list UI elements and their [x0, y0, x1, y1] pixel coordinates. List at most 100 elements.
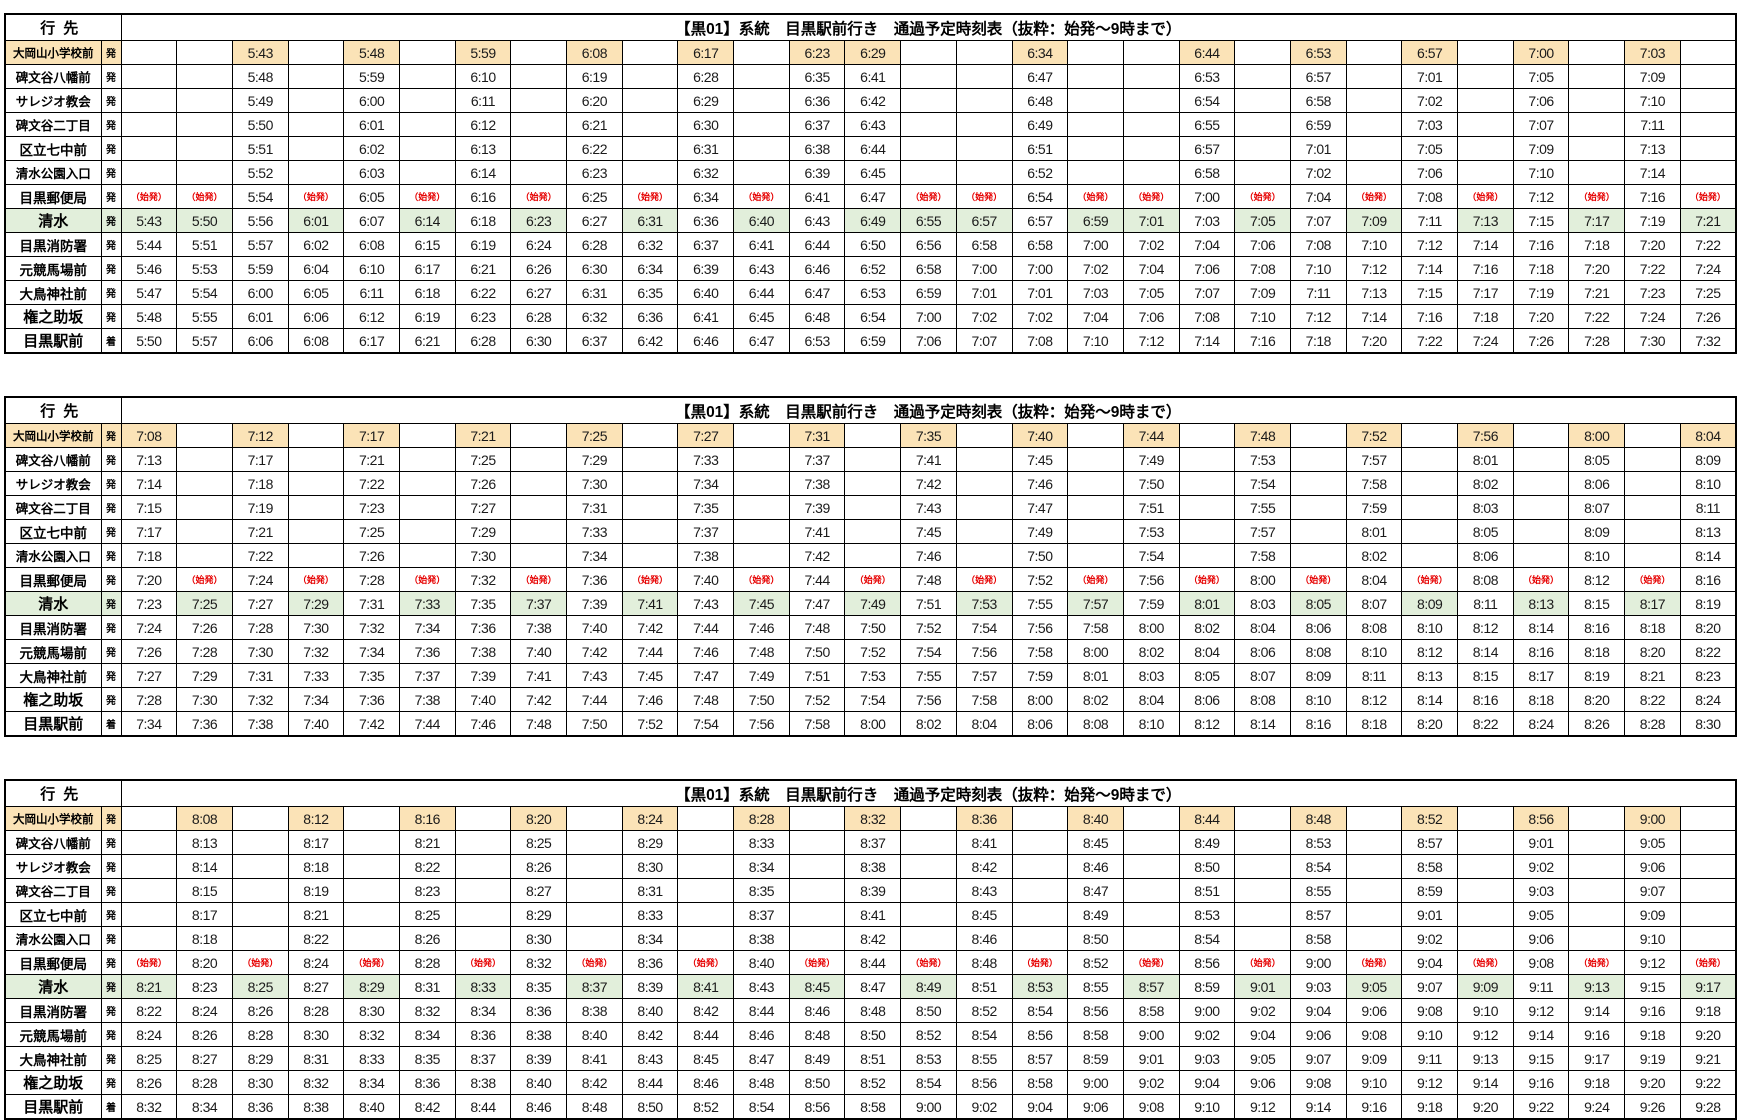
time-cell: 8:21	[120, 974, 178, 999]
stop-name: 目黒郵便局	[4, 184, 102, 209]
empty-cell	[120, 806, 178, 831]
stop-name: 大岡山小学校前	[4, 423, 102, 448]
time-cell: 8:07	[1345, 591, 1403, 616]
empty-cell	[1122, 112, 1180, 137]
stop-row: サレジオ教会発 5:49 6:00 6:11 6:20 6:29 6:36 6:42 6:48 6…	[4, 88, 1737, 113]
time-cell: 8:19	[287, 878, 345, 903]
shihatsu-cell: （始発）	[398, 567, 456, 592]
empty-cell	[733, 423, 790, 448]
time-cell: 6:37	[788, 112, 846, 137]
time-cell: 9:14	[1512, 1022, 1570, 1047]
empty-cell	[176, 495, 233, 520]
time-cell: 7:46	[621, 687, 679, 712]
empty-cell	[733, 447, 790, 472]
time-cell: 8:04	[1345, 567, 1403, 592]
empty-cell	[510, 40, 568, 65]
time-cell: 6:26	[510, 256, 568, 281]
time-cell: 9:00	[1067, 1070, 1124, 1095]
time-cell: 8:32	[120, 1094, 178, 1120]
time-cell: 8:14	[176, 854, 233, 879]
time-cell: 7:30	[1624, 328, 1681, 354]
time-cell: 7:26	[454, 471, 512, 496]
dep-arr-label: 発	[100, 1046, 122, 1071]
stop-row: 目黒郵便局発 7:20 （始発） 7:24 （始発） 7:28 （始発） 7:32 （始発） 7:…	[4, 567, 1737, 592]
time-cell: 7:23	[1624, 280, 1681, 305]
time-cell: 8:56	[1512, 806, 1570, 831]
empty-cell	[510, 88, 568, 113]
empty-cell	[1345, 806, 1403, 831]
time-cell: 8:56	[955, 1070, 1013, 1095]
time-cell: 7:58	[955, 687, 1013, 712]
time-cell: 6:06	[287, 304, 345, 329]
time-cell: 7:19	[231, 495, 289, 520]
time-cell: 7:14	[120, 471, 178, 496]
time-cell: 8:50	[621, 1094, 679, 1120]
empty-cell	[454, 902, 512, 927]
time-cell: 6:12	[454, 112, 512, 137]
time-cell: 9:06	[1624, 854, 1681, 879]
time-cell: 7:39	[454, 663, 512, 688]
shihatsu-cell: （始発）	[1178, 567, 1236, 592]
time-cell: 6:32	[566, 304, 623, 329]
time-cell: 8:32	[398, 998, 456, 1023]
time-cell: 9:06	[1289, 1022, 1347, 1047]
time-cell: 6:47	[733, 328, 790, 354]
stop-name: 目黒駅前	[4, 711, 102, 737]
time-cell: 6:34	[1011, 40, 1069, 65]
time-cell: 8:10	[1122, 711, 1180, 737]
time-cell: 8:00	[844, 711, 902, 737]
dep-arr-label: 着	[100, 1094, 122, 1120]
time-cell: 7:14	[1178, 328, 1236, 354]
time-cell: 6:36	[788, 88, 846, 113]
time-cell: 8:05	[1178, 663, 1236, 688]
empty-cell	[733, 543, 790, 568]
time-cell: 7:10	[1067, 328, 1124, 354]
time-cell: 5:52	[231, 160, 289, 185]
time-cell: 6:53	[844, 280, 902, 305]
time-cell: 7:32	[343, 615, 400, 640]
time-cell: 8:21	[1624, 663, 1681, 688]
time-cell: 8:12	[1457, 615, 1514, 640]
time-cell: 8:48	[1289, 806, 1347, 831]
time-cell: 8:08	[1289, 639, 1347, 664]
empty-cell	[1067, 136, 1124, 161]
time-cell: 6:34	[677, 184, 735, 209]
table-title: 【黒01】系統 目黒駅前行き 通過予定時刻表（抜粋：始発～9時まで）	[120, 779, 1737, 807]
empty-cell	[1178, 519, 1236, 544]
time-cell: 6:47	[788, 280, 846, 305]
shihatsu-cell: （始発）	[1345, 184, 1403, 209]
time-cell: 9:06	[1067, 1094, 1124, 1120]
time-cell: 8:00	[1011, 687, 1069, 712]
time-cell: 8:02	[1457, 471, 1514, 496]
dep-arr-label: 発	[100, 950, 122, 975]
stop-row: 清水公園入口発 5:52 6:03 6:14 6:23 6:32 6:39 6:45 6:52 6…	[4, 160, 1737, 185]
dep-arr-label: 発	[100, 160, 122, 185]
empty-cell	[621, 471, 679, 496]
time-cell: 8:51	[955, 974, 1013, 999]
time-cell: 7:23	[120, 591, 178, 616]
dep-arr-label: 発	[100, 878, 122, 903]
time-cell: 8:09	[1568, 519, 1626, 544]
time-cell: 6:04	[287, 256, 345, 281]
stop-name: サレジオ教会	[4, 854, 102, 879]
time-cell: 7:14	[1401, 256, 1459, 281]
empty-cell	[454, 878, 512, 903]
time-cell: 8:52	[677, 1094, 735, 1120]
time-cell: 7:28	[1568, 328, 1626, 354]
time-cell: 7:01	[1122, 208, 1180, 233]
time-cell: 7:50	[1122, 471, 1180, 496]
time-cell: 9:07	[1401, 974, 1459, 999]
empty-cell	[844, 447, 902, 472]
time-cell: 8:30	[1679, 711, 1737, 737]
time-cell: 8:36	[398, 1070, 456, 1095]
time-cell: 6:43	[733, 256, 790, 281]
stop-row: 元競馬場前発 7:26 7:28 7:30 7:32 7:34 7:36 7:38 7:40 7:…	[4, 639, 1737, 664]
time-cell: 9:15	[1624, 974, 1681, 999]
time-cell: 7:45	[900, 519, 957, 544]
time-cell: 8:19	[1568, 663, 1626, 688]
time-cell: 7:14	[1624, 160, 1681, 185]
time-cell: 7:09	[1512, 136, 1570, 161]
time-cell: 7:29	[176, 663, 233, 688]
empty-cell	[1345, 112, 1403, 137]
